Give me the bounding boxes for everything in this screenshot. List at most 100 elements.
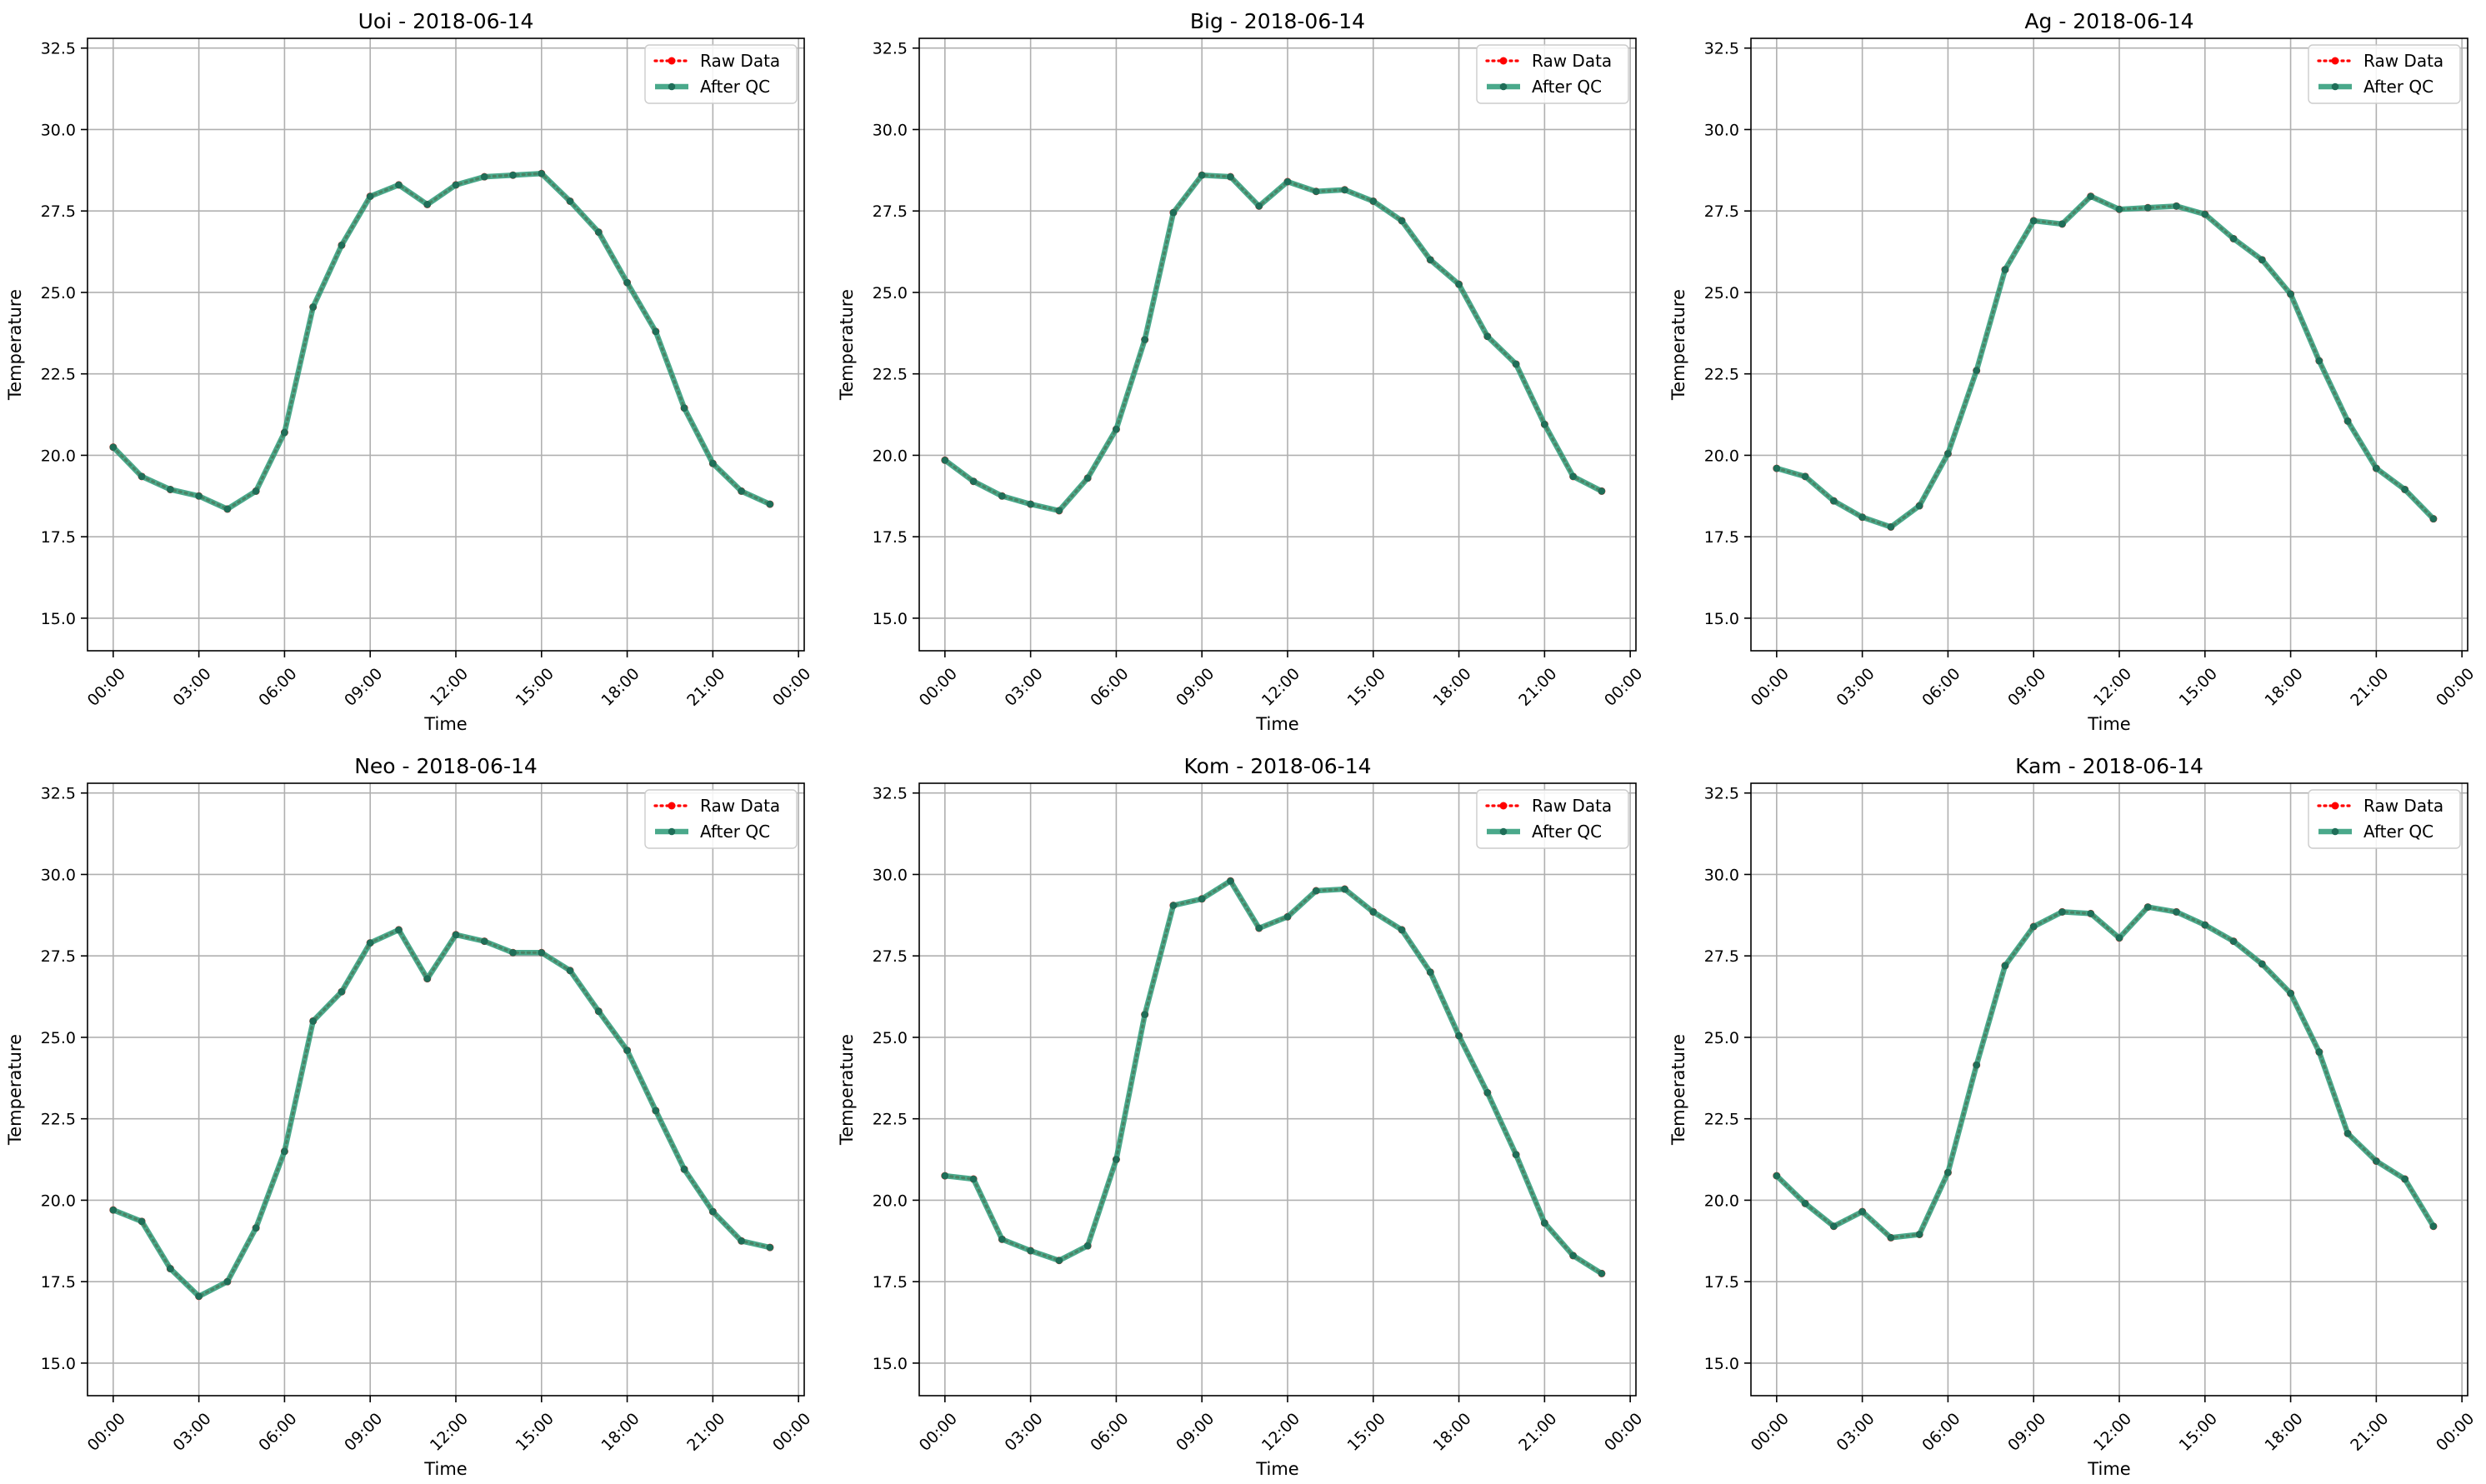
data-point <box>2058 220 2066 228</box>
legend-label: Raw Data <box>700 796 780 816</box>
subplot-neo: 00:00 03:00 06:00 09:00 12:00 15:00 18:00 21:00… <box>5 754 814 1479</box>
x-axis-label: Time <box>1255 1459 1298 1479</box>
data-point <box>2373 1157 2380 1165</box>
y-tick-label: 20.0 <box>873 447 908 465</box>
data-point <box>2401 1175 2408 1183</box>
y-tick-label: 25.0 <box>41 284 76 302</box>
data-point <box>1141 1011 1148 1018</box>
data-point <box>1973 367 1980 375</box>
legend-marker <box>668 82 676 91</box>
data-point <box>2173 202 2180 210</box>
series-raw-data <box>941 877 1606 1277</box>
data-point <box>1483 1089 1492 1097</box>
x-tick-label: 00:00 <box>1601 1410 1646 1455</box>
data-point <box>2287 290 2294 298</box>
data-point <box>2001 962 2009 970</box>
data-point <box>1887 523 1895 531</box>
data-point <box>2343 1129 2352 1137</box>
x-tick-label: 15:00 <box>2176 1410 2221 1455</box>
data-point <box>2001 266 2009 273</box>
plot-frame <box>1750 782 2468 1397</box>
data-point <box>1283 912 1292 921</box>
x-tick-label: 06:00 <box>1087 1410 1132 1455</box>
data-point <box>1455 280 1463 288</box>
y-tick-label: 27.5 <box>1704 947 1739 966</box>
data-point <box>1312 187 1320 196</box>
legend-marker <box>2331 82 2339 91</box>
chart-title: Ag - 2018-06-14 <box>2024 9 2193 33</box>
y-tick-label: 32.5 <box>41 40 76 58</box>
data-point <box>1369 197 1378 205</box>
data-point <box>2229 937 2238 945</box>
data-point <box>509 171 517 179</box>
data-point <box>766 500 774 508</box>
legend-marker <box>1499 57 1508 65</box>
x-tick-label: 03:00 <box>1833 665 1878 710</box>
y-tick-label: 27.5 <box>873 202 908 221</box>
x-axis-label: Time <box>2087 1459 2130 1479</box>
y-tick-label: 17.5 <box>873 528 908 547</box>
data-point <box>509 948 517 957</box>
data-point <box>366 192 374 200</box>
chart-title: Kom - 2018-06-14 <box>1184 754 1372 778</box>
y-tick-label: 17.5 <box>1704 528 1739 547</box>
data-point <box>138 472 146 481</box>
data-point <box>1512 1151 1520 1158</box>
x-tick-label: 00:00 <box>1748 1410 1793 1455</box>
series-raw-data <box>109 926 774 1301</box>
data-point <box>1113 1156 1120 1163</box>
data-point <box>252 1224 260 1232</box>
x-tick-label: 21:00 <box>2347 1410 2392 1455</box>
x-tick-label: 03:00 <box>169 665 214 710</box>
series-after-qc <box>941 877 1606 1277</box>
legend: Raw Data After QC <box>644 789 798 849</box>
x-tick-label: 18:00 <box>598 1410 643 1455</box>
legend: Raw Data After QC <box>1476 44 1629 104</box>
data-point <box>595 1007 603 1015</box>
data-point <box>281 428 288 437</box>
data-point <box>538 169 546 177</box>
data-point <box>2258 256 2266 264</box>
y-tick-label: 30.0 <box>1704 121 1739 139</box>
x-tick-label: 09:00 <box>1173 1410 1218 1455</box>
data-point <box>1887 1234 1895 1242</box>
data-point <box>1858 513 1866 522</box>
data-point <box>195 492 203 500</box>
data-point <box>1915 502 1923 510</box>
y-tick-label: 15.0 <box>1704 610 1739 628</box>
data-point <box>2087 910 2095 917</box>
legend-label: After QC <box>2363 822 2433 842</box>
y-tick-label: 25.0 <box>41 1029 76 1047</box>
data-point <box>941 456 949 464</box>
y-tick-label: 17.5 <box>41 1273 76 1292</box>
y-tick-label: 32.5 <box>873 40 908 58</box>
data-point <box>623 278 631 287</box>
data-point <box>2115 934 2123 942</box>
x-tick-label: 03:00 <box>1833 1410 1878 1455</box>
data-point <box>2058 908 2066 916</box>
y-tick-label: 30.0 <box>41 121 76 139</box>
data-point <box>1083 1242 1092 1250</box>
data-point <box>452 181 460 189</box>
data-point <box>2201 921 2209 929</box>
y-tick-label: 27.5 <box>873 947 908 966</box>
series-line <box>943 172 1603 514</box>
data-point <box>1169 902 1178 909</box>
data-point <box>1055 507 1063 515</box>
series-after-qc <box>109 926 774 1301</box>
data-point <box>1198 171 1206 179</box>
series-line <box>111 171 772 512</box>
data-point <box>1027 1247 1034 1255</box>
data-point <box>2401 486 2408 493</box>
x-tick-label: 21:00 <box>1515 1410 1560 1455</box>
data-point <box>423 201 432 208</box>
y-tick-label: 15.0 <box>873 610 908 628</box>
data-point <box>1255 202 1263 210</box>
x-tick-label: 00:00 <box>1601 665 1646 710</box>
data-point <box>1027 500 1034 508</box>
x-axis-label: Time <box>423 1459 467 1479</box>
data-point <box>1427 968 1434 977</box>
data-point <box>1973 1061 1980 1069</box>
x-tick-label: 00:00 <box>916 1410 961 1455</box>
data-point <box>480 937 488 945</box>
